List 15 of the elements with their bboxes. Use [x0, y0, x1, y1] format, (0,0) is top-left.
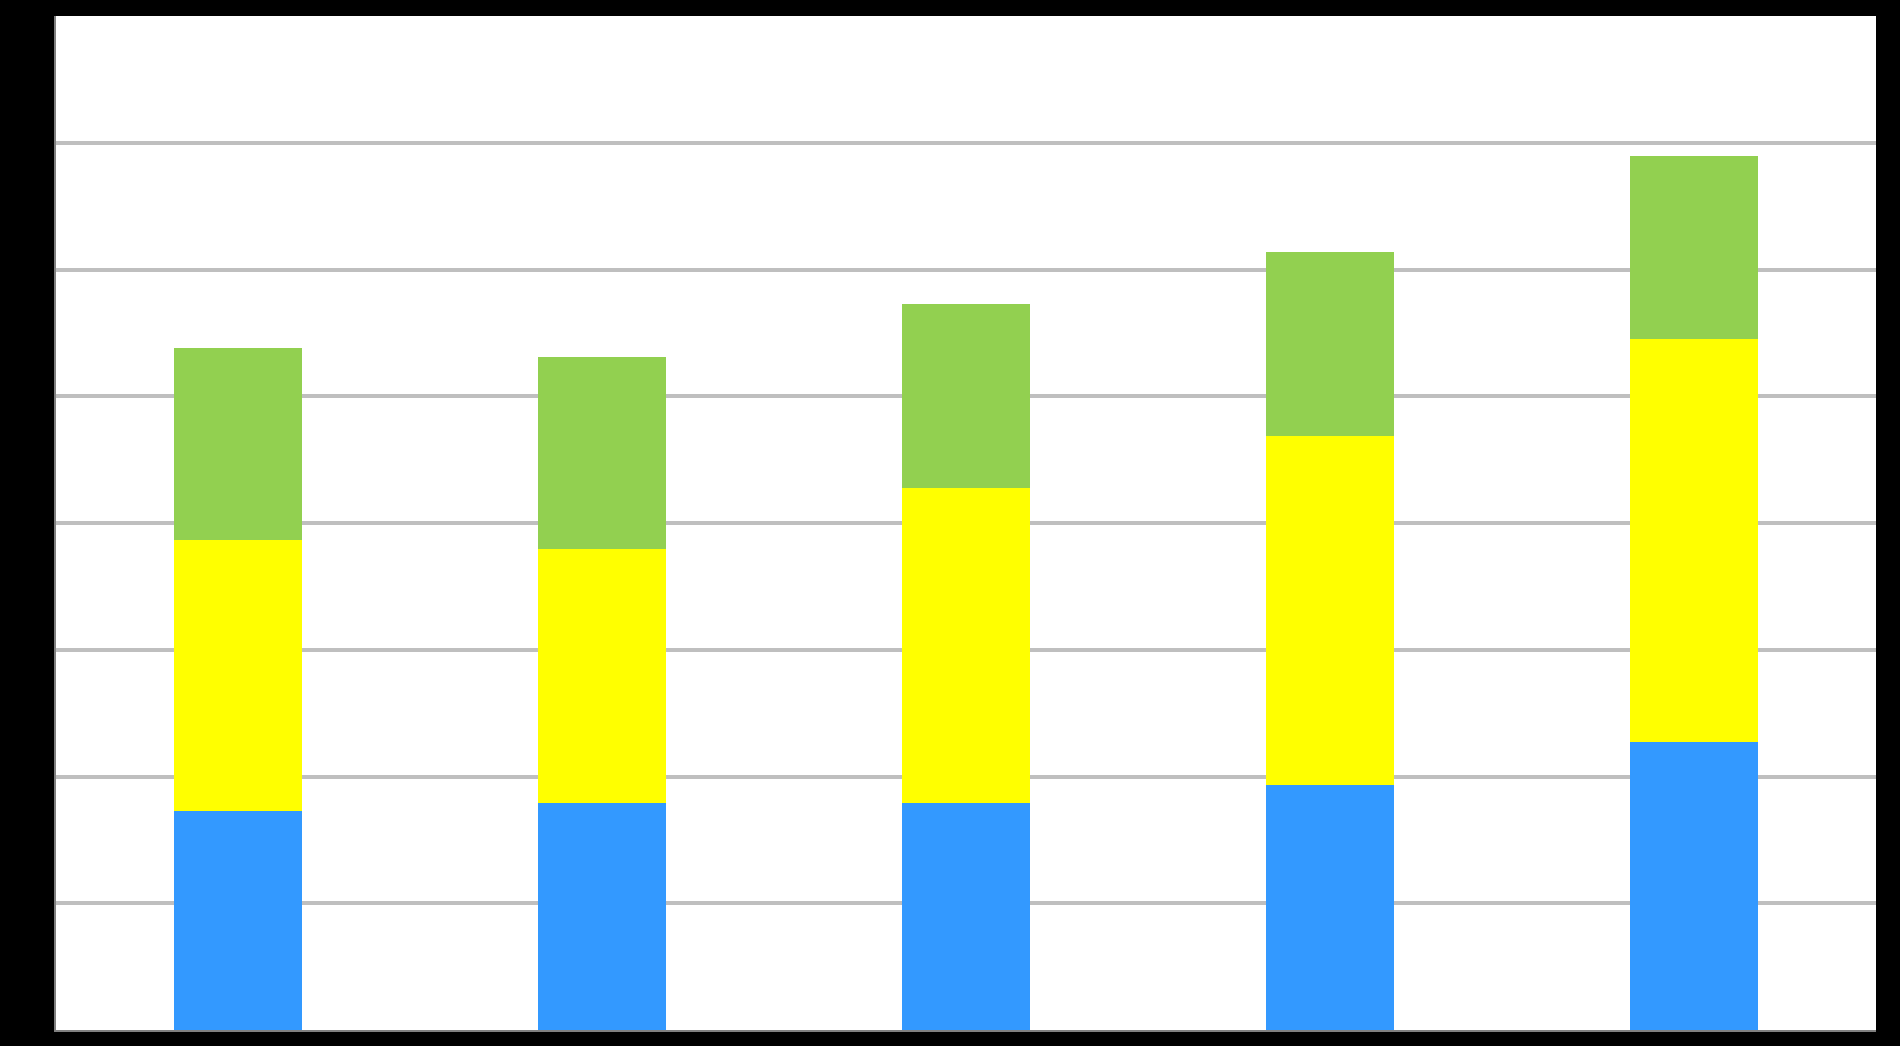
bar	[538, 356, 666, 550]
bar	[538, 802, 666, 1030]
bar	[1630, 339, 1758, 742]
bar	[902, 802, 1030, 1030]
bar	[902, 304, 1030, 489]
bar	[174, 811, 302, 1030]
bar	[1266, 252, 1394, 436]
bar	[902, 488, 1030, 803]
bar	[1630, 155, 1758, 340]
bar	[1266, 785, 1394, 1030]
bar	[174, 540, 302, 812]
bar	[1266, 435, 1394, 786]
bar	[174, 348, 302, 541]
bar	[538, 549, 666, 803]
bar	[1630, 741, 1758, 1030]
